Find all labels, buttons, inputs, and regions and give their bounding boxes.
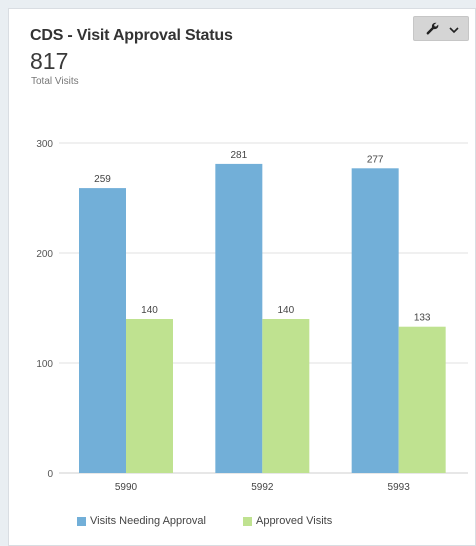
legend-swatch — [242, 516, 252, 526]
bar-chart: 0 100 200 300 259 140 5990 281 140 5992 277 133 5993 — [36, 139, 468, 493]
y-tick-label: 200 — [36, 249, 53, 260]
x-tick-label: 5993 — [388, 482, 411, 493]
bar-approved-visits-5992 — [262, 319, 310, 473]
data-label: 140 — [141, 305, 158, 316]
legend-label: Visits Needing Approval — [90, 515, 206, 527]
chart-legend: Visits Needing Approval Approved Visits — [77, 515, 369, 527]
tools-dropdown-button[interactable] — [413, 16, 469, 41]
bar-approved-visits-5990 — [126, 319, 173, 473]
x-tick-label: 5992 — [251, 482, 274, 493]
y-tick-label: 300 — [36, 139, 53, 150]
legend-swatch — [77, 516, 86, 526]
chevron-down-icon — [449, 27, 459, 34]
wrench-icon — [426, 22, 459, 35]
bar-visits-needing-approval-5992 — [215, 163, 263, 473]
data-label: 281 — [230, 150, 247, 161]
y-tick-label: 0 — [47, 469, 53, 480]
legend-item-visits-needing-approval[interactable]: Visits Needing Approval — [77, 515, 206, 527]
data-label: 259 — [94, 174, 111, 185]
total-visits-value: 817 — [30, 48, 69, 74]
widget-card: CDS - Visit Approval Status 817 Total Vi… — [8, 8, 476, 546]
widget-title: CDS - Visit Approval Status — [30, 27, 233, 44]
legend-label: Approved Visits — [255, 515, 333, 527]
x-tick-label: 5990 — [115, 482, 138, 493]
bar-visits-needing-approval-5990 — [79, 188, 126, 473]
y-tick-label: 100 — [36, 359, 53, 370]
total-visits-label: Total Visits — [31, 76, 79, 87]
bar-approved-visits-5993 — [398, 326, 446, 473]
bar-visits-needing-approval-5993 — [351, 168, 399, 474]
data-label: 140 — [277, 305, 294, 316]
legend-item-approved-visits[interactable]: Approved Visits — [242, 515, 333, 527]
data-label: 277 — [367, 154, 384, 165]
data-label: 133 — [414, 313, 431, 324]
